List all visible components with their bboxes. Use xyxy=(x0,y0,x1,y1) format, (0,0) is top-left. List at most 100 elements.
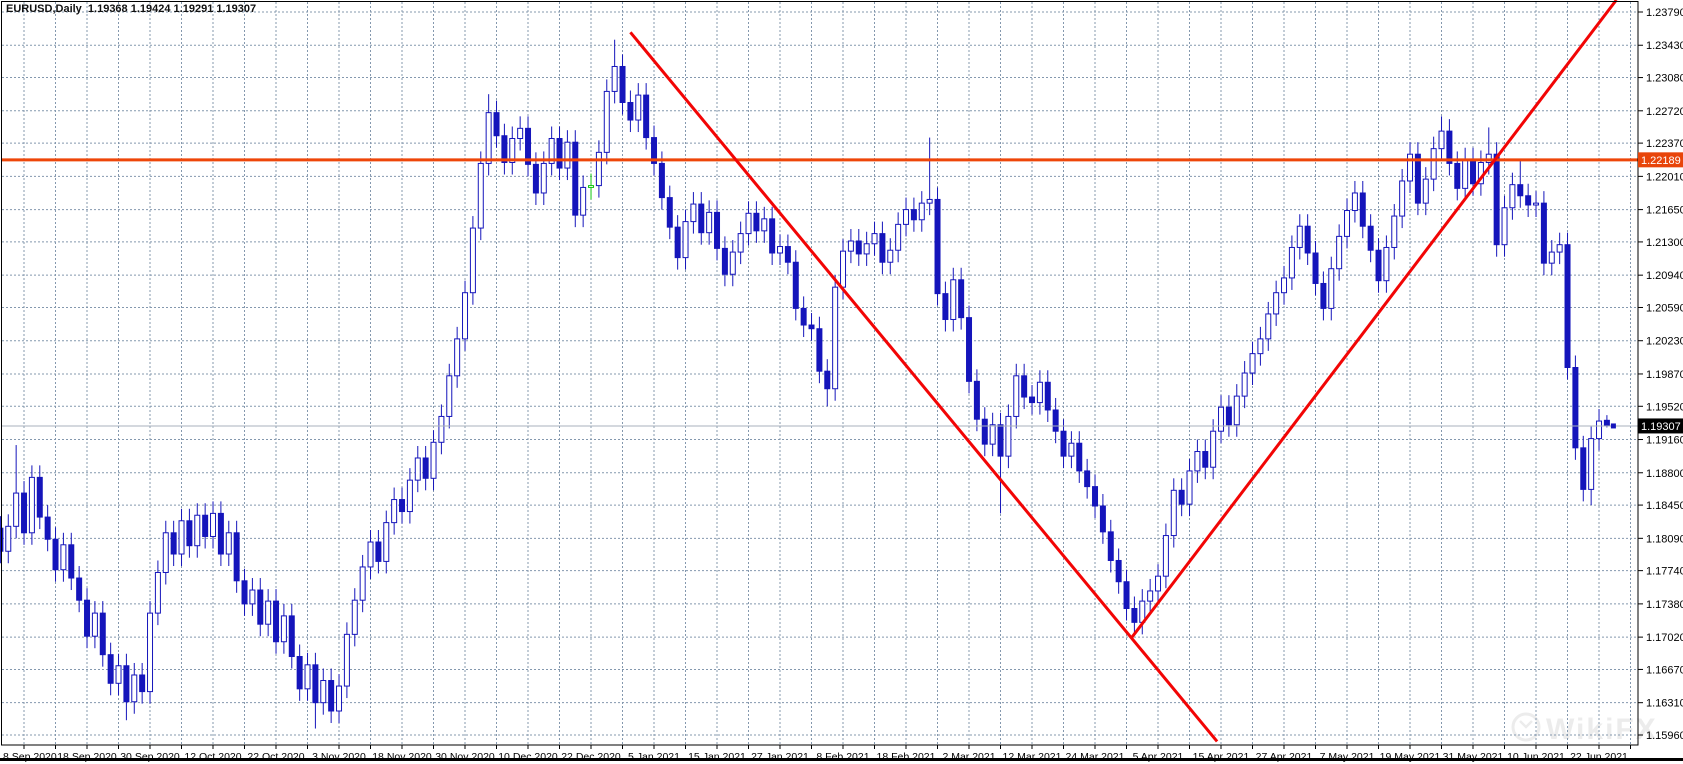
candle-body xyxy=(288,615,295,658)
candle-body xyxy=(1383,246,1390,282)
candle-body xyxy=(832,286,839,390)
candle-body xyxy=(454,338,461,377)
candle-body xyxy=(52,538,59,571)
candle-body xyxy=(1060,430,1067,457)
candle-body xyxy=(769,218,776,254)
candle-body xyxy=(1044,381,1051,411)
candle-body xyxy=(1438,130,1445,150)
price-axis-label: 1.19520 xyxy=(1646,401,1683,413)
candle-body xyxy=(619,65,626,103)
candle-body xyxy=(1013,375,1020,417)
candle-body xyxy=(989,424,996,445)
candle-body xyxy=(399,499,406,513)
candle-body xyxy=(1462,159,1469,189)
candle-body xyxy=(1320,282,1327,309)
candle-body xyxy=(627,101,634,121)
candle-body xyxy=(651,137,658,164)
candle-body xyxy=(1375,249,1382,282)
candle-body xyxy=(391,499,398,524)
price-axis-label: 1.19160 xyxy=(1646,435,1683,447)
candle-body xyxy=(792,261,799,309)
candle-body xyxy=(525,127,532,165)
candle-body xyxy=(910,209,917,221)
candle-body xyxy=(383,522,390,562)
descending-trendline[interactable] xyxy=(629,31,1219,743)
candle-body xyxy=(934,198,941,295)
candle-body xyxy=(753,212,760,232)
price-axis-label: 1.18090 xyxy=(1646,533,1683,545)
price-axis-label: 1.19870 xyxy=(1646,369,1683,381)
candle-body xyxy=(1304,225,1311,254)
candle-body xyxy=(320,680,327,704)
candle-body xyxy=(1407,153,1414,182)
candle-body xyxy=(1068,442,1075,457)
date-axis-label: 22 Jun 2021 xyxy=(1570,751,1628,763)
candle-body xyxy=(1005,415,1012,457)
candle-body xyxy=(588,185,595,188)
candle-body xyxy=(1533,202,1540,206)
candle-body xyxy=(509,138,516,164)
candle-body xyxy=(84,599,91,637)
candle-body xyxy=(958,279,965,319)
candle-body xyxy=(1186,470,1193,505)
price-axis[interactable]: 1.23790 1.23430 1.23080 1.22720 1.22370 1.220… xyxy=(1638,7,1683,742)
candle-body xyxy=(721,247,728,275)
date-axis-label: 12 Mar 2021 xyxy=(1003,751,1062,763)
date-axis-label: 30 Sep 2020 xyxy=(120,751,180,763)
candle-body xyxy=(1210,430,1217,468)
candle-body xyxy=(359,566,366,601)
date-axis-label: 18 Nov 2020 xyxy=(372,751,432,763)
candle-body xyxy=(690,203,697,223)
candle-body xyxy=(1162,535,1169,577)
candle-body xyxy=(777,246,784,254)
candle-body xyxy=(1580,447,1587,490)
candle-body xyxy=(446,375,453,417)
candle-body xyxy=(887,249,894,263)
candle-body xyxy=(800,307,807,326)
candle-body xyxy=(1123,581,1130,609)
candle-body xyxy=(926,198,933,204)
price-axis-label: 1.17020 xyxy=(1646,632,1683,644)
candle-body xyxy=(997,424,1004,457)
candle-body xyxy=(1596,420,1603,440)
candle-body xyxy=(1470,159,1477,185)
candle-body xyxy=(210,512,217,537)
candle-body xyxy=(879,233,886,263)
candle-body xyxy=(147,612,154,693)
candle-body xyxy=(280,615,287,643)
candle-body xyxy=(1296,225,1303,248)
candle-body xyxy=(202,514,209,537)
candle-body xyxy=(1493,153,1500,246)
candle-body xyxy=(595,151,602,187)
date-axis-label: 10 Jun 2021 xyxy=(1507,751,1565,763)
candle-body xyxy=(5,525,12,552)
candle-body xyxy=(1036,381,1043,404)
candle-body xyxy=(1241,372,1248,397)
candle-body xyxy=(1218,406,1225,432)
candle-body xyxy=(217,512,224,555)
candle-body xyxy=(343,633,350,687)
svg-text:1.19307: 1.19307 xyxy=(1641,421,1681,433)
price-axis-label: 1.22010 xyxy=(1646,171,1683,183)
candle-body xyxy=(1572,366,1579,449)
chart-ohlc-title: EURUSD,Daily 1.19368 1.19424 1.19291 1.1… xyxy=(6,3,257,15)
svg-text:WikiFX: WikiFX xyxy=(1546,713,1658,746)
date-axis-label: 27 Jan 2021 xyxy=(751,751,809,763)
date-axis-label: 31 May 2021 xyxy=(1443,751,1504,763)
candles-layer[interactable] xyxy=(0,39,1610,729)
candle-body xyxy=(107,654,114,684)
candle-body xyxy=(903,209,910,225)
ascending-trendline[interactable] xyxy=(1130,0,1618,639)
candle-body xyxy=(950,279,957,320)
candle-body xyxy=(1548,251,1555,264)
candle-body xyxy=(532,163,539,194)
hline-axis-tag: 1.22189 xyxy=(1638,152,1683,168)
candle-body xyxy=(296,656,303,690)
candle-body xyxy=(336,685,343,712)
candle-body xyxy=(729,251,736,275)
candle-body xyxy=(36,476,43,518)
candle-body xyxy=(375,541,382,562)
candle-body xyxy=(1131,607,1138,623)
candle-body xyxy=(194,514,201,547)
